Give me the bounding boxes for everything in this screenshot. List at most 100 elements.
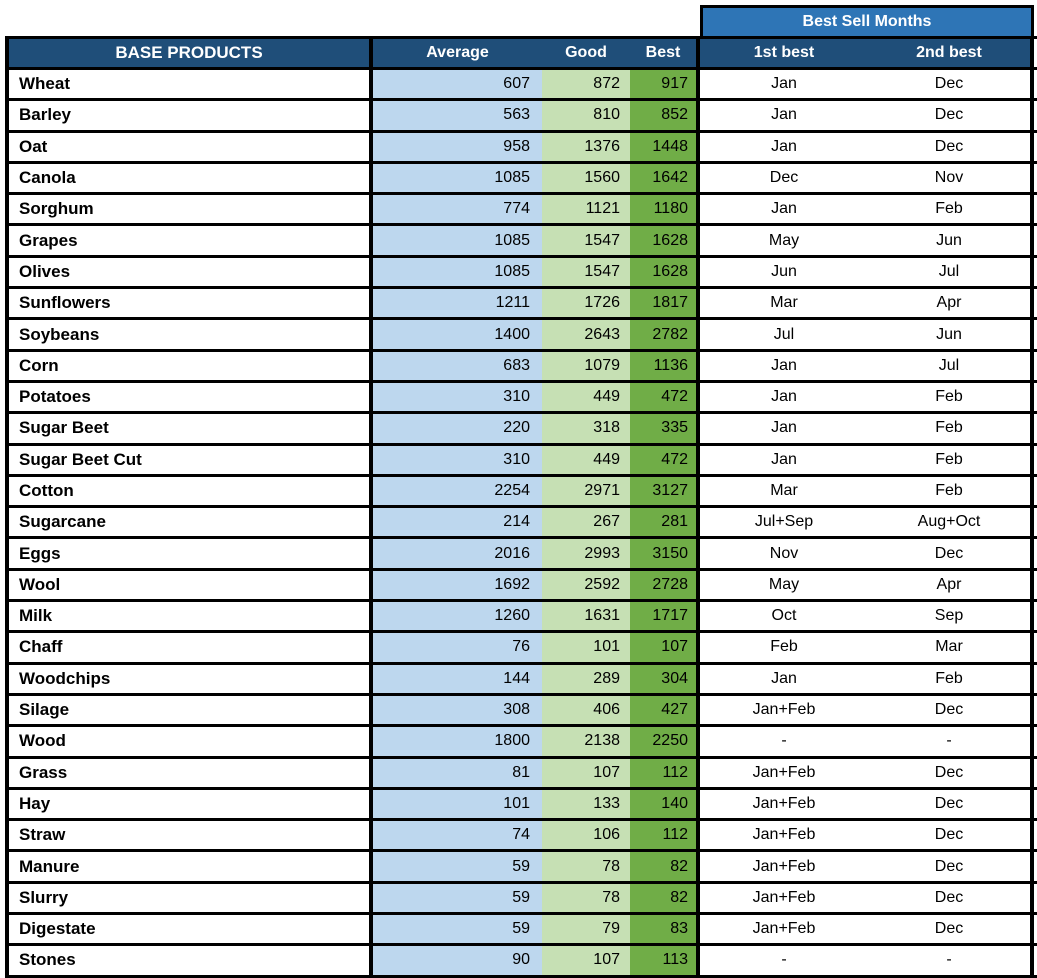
second-best-month-cell: Dec xyxy=(868,132,1034,161)
good-price-cell: 133 xyxy=(542,789,630,819)
product-name-cell: Sunflowers xyxy=(5,289,373,318)
product-name-cell: Grass xyxy=(5,758,373,787)
table-row: Wool 1692 2592 2728 May Apr xyxy=(5,570,1037,603)
best-price-cell: 83 xyxy=(630,915,700,944)
table-row: Milk 1260 1631 1717 Oct Sep xyxy=(5,602,1037,634)
best-price-cell: 335 xyxy=(630,414,700,443)
product-name-cell: Digestate xyxy=(5,915,373,944)
second-best-month-cell: Dec xyxy=(868,101,1034,130)
good-price-cell: 2993 xyxy=(542,539,630,568)
best-price-cell: 1717 xyxy=(630,602,700,631)
average-price-cell: 90 xyxy=(373,946,542,975)
best-price-cell: 852 xyxy=(630,101,700,130)
table-row: Grass 81 107 112 Jan+Feb Dec xyxy=(5,758,1037,790)
second-best-month-cell: Dec xyxy=(868,70,1034,99)
good-price-cell: 107 xyxy=(542,946,630,975)
second-best-month-cell: Dec xyxy=(868,789,1034,819)
good-price-cell: 449 xyxy=(542,445,630,474)
first-best-month-cell: Jan xyxy=(700,445,868,474)
best-price-cell: 2728 xyxy=(630,570,700,600)
second-best-month-cell: Dec xyxy=(868,758,1034,787)
first-best-month-cell: Jan xyxy=(700,351,868,380)
table-row: Eggs 2016 2993 3150 Nov Dec xyxy=(5,539,1037,571)
first-best-month-cell: Jan+Feb xyxy=(700,758,868,787)
table-row: Chaff 76 101 107 Feb Mar xyxy=(5,633,1037,665)
best-price-cell: 113 xyxy=(630,946,700,975)
second-best-month-cell: Feb xyxy=(868,195,1034,224)
table-row: Woodchips 144 289 304 Jan Feb xyxy=(5,664,1037,696)
good-price-cell: 78 xyxy=(542,883,630,913)
table-row: Stones 90 107 113 - - xyxy=(5,946,1037,978)
best-price-cell: 3150 xyxy=(630,539,700,568)
average-price-cell: 1400 xyxy=(373,320,542,349)
second-best-month-cell: - xyxy=(868,946,1034,975)
second-best-month-cell: Dec xyxy=(868,539,1034,568)
product-name-cell: Wheat xyxy=(5,70,373,99)
good-price-cell: 2971 xyxy=(542,476,630,506)
product-name-cell: Oat xyxy=(5,132,373,161)
first-best-month-cell: Jan xyxy=(700,195,868,224)
product-name-cell: Wool xyxy=(5,570,373,600)
first-best-month-cell: Jan xyxy=(700,70,868,99)
first-best-month-cell: Mar xyxy=(700,476,868,506)
second-best-month-cell: Dec xyxy=(868,821,1034,850)
best-price-cell: 107 xyxy=(630,633,700,662)
table-row: Wood 1800 2138 2250 - - xyxy=(5,727,1037,759)
first-best-column-header: 1st best xyxy=(700,39,868,67)
product-name-cell: Sugar Beet xyxy=(5,414,373,443)
best-price-cell: 1817 xyxy=(630,289,700,318)
best-price-cell: 2782 xyxy=(630,320,700,349)
first-best-month-cell: Nov xyxy=(700,539,868,568)
second-best-month-cell: Dec xyxy=(868,883,1034,913)
good-price-cell: 107 xyxy=(542,758,630,787)
table-row: Sugarcane 214 267 281 Jul+Sep Aug+Oct xyxy=(5,508,1037,540)
table-row: Sorghum 774 1121 1180 Jan Feb xyxy=(5,195,1037,227)
good-price-cell: 1726 xyxy=(542,289,630,318)
good-price-cell: 449 xyxy=(542,382,630,412)
second-best-month-cell: Jul xyxy=(868,257,1034,287)
second-best-month-cell: Feb xyxy=(868,382,1034,412)
first-best-month-cell: Jan xyxy=(700,382,868,412)
best-price-cell: 472 xyxy=(630,382,700,412)
product-name-cell: Grapes xyxy=(5,226,373,255)
best-price-cell: 112 xyxy=(630,821,700,850)
average-price-cell: 76 xyxy=(373,633,542,662)
first-best-month-cell: Jan+Feb xyxy=(700,789,868,819)
table-row: Corn 683 1079 1136 Jan Jul xyxy=(5,351,1037,383)
second-best-month-cell: Jul xyxy=(868,351,1034,380)
second-best-month-cell: Dec xyxy=(868,695,1034,725)
product-name-cell: Wood xyxy=(5,727,373,756)
good-price-cell: 106 xyxy=(542,821,630,850)
table-row: Cotton 2254 2971 3127 Mar Feb xyxy=(5,476,1037,509)
good-price-cell: 289 xyxy=(542,664,630,693)
average-price-cell: 2016 xyxy=(373,539,542,568)
best-price-cell: 140 xyxy=(630,789,700,819)
best-price-cell: 82 xyxy=(630,852,700,881)
average-column-header: Average xyxy=(373,39,542,67)
second-best-month-cell: Jun xyxy=(868,226,1034,255)
table-row: Straw 74 106 112 Jan+Feb Dec xyxy=(5,821,1037,853)
product-name-cell: Cotton xyxy=(5,476,373,506)
second-best-month-cell: Apr xyxy=(868,289,1034,318)
first-best-month-cell: Dec xyxy=(700,163,868,193)
second-best-month-cell: Jun xyxy=(868,320,1034,349)
first-best-month-cell: Jun xyxy=(700,257,868,287)
table-row: Hay 101 133 140 Jan+Feb Dec xyxy=(5,789,1037,822)
second-best-month-cell: Feb xyxy=(868,414,1034,443)
second-best-month-cell: Feb xyxy=(868,664,1034,693)
average-price-cell: 563 xyxy=(373,101,542,130)
best-price-cell: 917 xyxy=(630,70,700,99)
best-price-cell: 281 xyxy=(630,508,700,537)
product-name-cell: Sugar Beet Cut xyxy=(5,445,373,474)
table-row: Sunflowers 1211 1726 1817 Mar Apr xyxy=(5,289,1037,321)
product-name-cell: Slurry xyxy=(5,883,373,913)
table-row: Potatoes 310 449 472 Jan Feb xyxy=(5,382,1037,415)
best-sell-months-header: Best Sell Months xyxy=(700,5,1034,36)
first-best-month-cell: May xyxy=(700,570,868,600)
good-price-cell: 2643 xyxy=(542,320,630,349)
product-name-cell: Straw xyxy=(5,821,373,850)
first-best-month-cell: Jan+Feb xyxy=(700,821,868,850)
table-row: Wheat 607 872 917 Jan Dec xyxy=(5,70,1037,102)
good-price-cell: 1121 xyxy=(542,195,630,224)
table-row: Canola 1085 1560 1642 Dec Nov xyxy=(5,163,1037,196)
